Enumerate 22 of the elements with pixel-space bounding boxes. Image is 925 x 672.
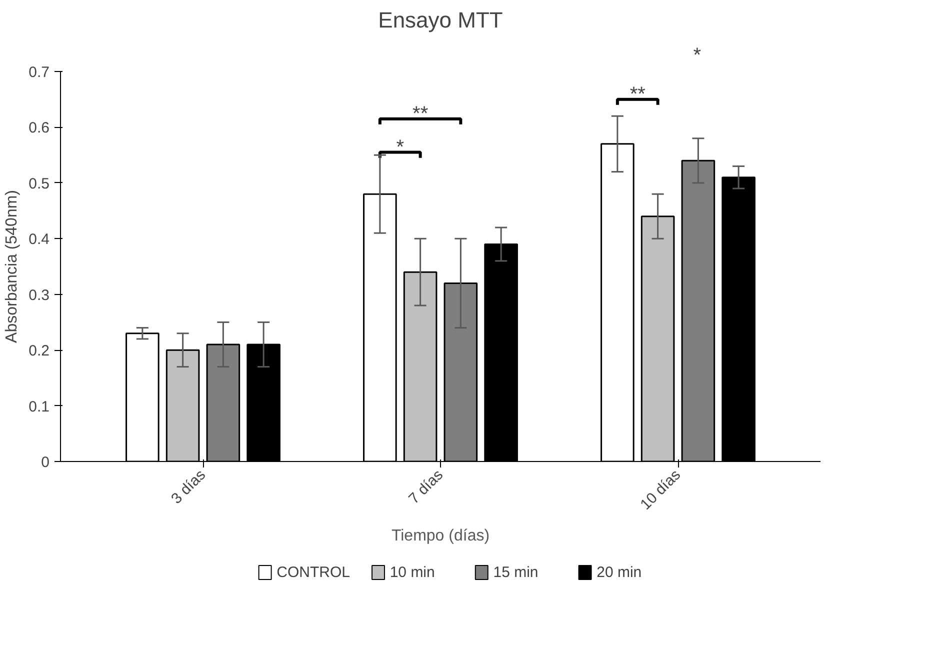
x-tick-label: 3 días	[168, 466, 210, 508]
text: *	[693, 44, 702, 66]
y-tick-label: 0.7	[28, 64, 50, 81]
x-tick-label: 10 días	[637, 466, 684, 514]
y-tick-label: 0.4	[28, 231, 50, 248]
annotation: **	[630, 83, 646, 106]
x-axis-title: Tiempo (días)	[391, 527, 490, 544]
y-axis-title: Absorbancia (540nm)	[4, 190, 21, 343]
y-tick-label: 0.2	[28, 342, 50, 360]
legend-label: 20 min	[596, 564, 642, 581]
x-tick-label: 7 días	[406, 466, 447, 508]
y-tick-label: 0	[41, 454, 50, 471]
y-tick-label: 0.6	[28, 120, 50, 137]
legend-label: 15 min	[493, 564, 538, 581]
y-tick-label: 0.1	[28, 398, 50, 416]
annotation: *	[396, 136, 404, 158]
y-tick-label: 0.3	[28, 286, 50, 304]
annotation: **	[412, 102, 428, 125]
y-tick-label: 0.5	[28, 175, 50, 192]
chart-title: Ensayo MTT	[378, 8, 503, 32]
legend-label: CONTROL	[276, 564, 350, 581]
legend-label: 10 min	[390, 564, 435, 581]
